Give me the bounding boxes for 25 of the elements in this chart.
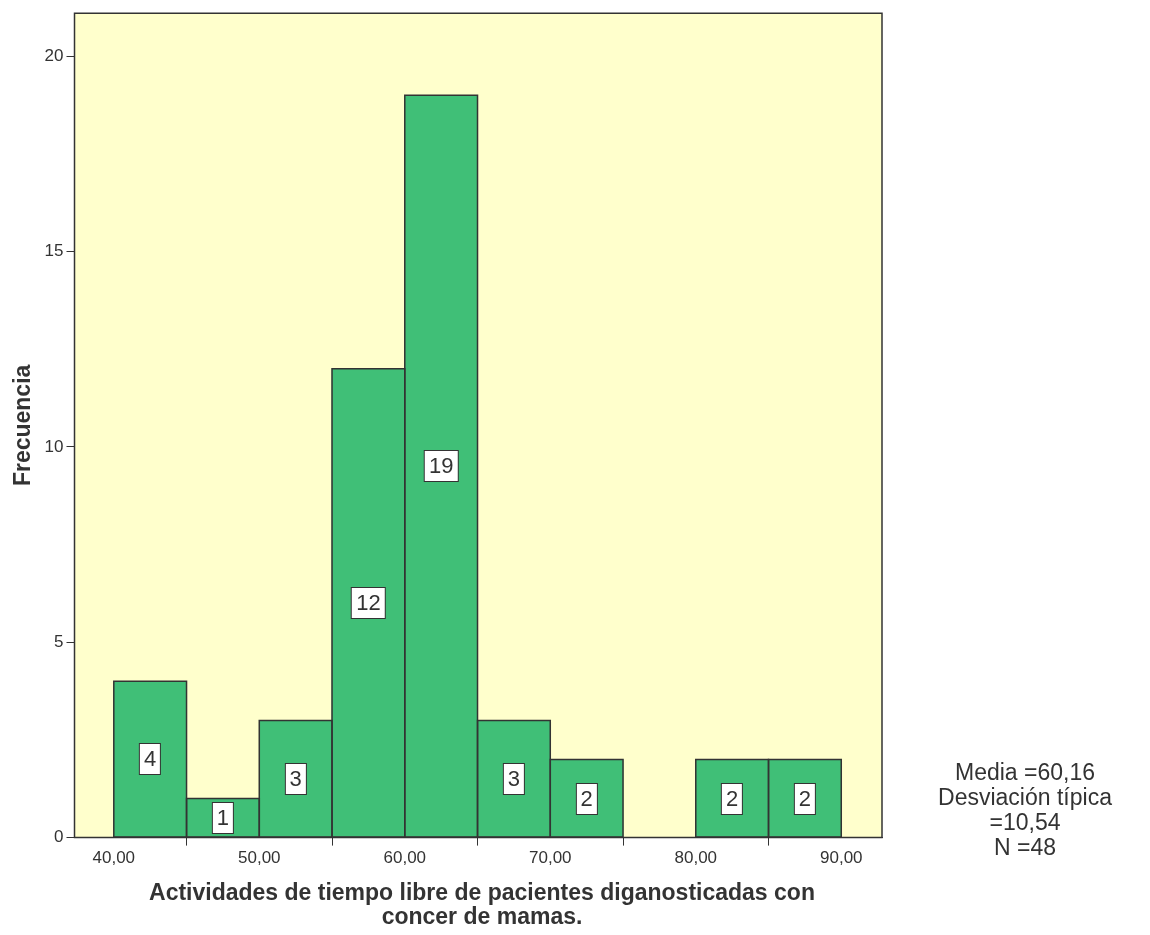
y-tick-label: 20 <box>44 45 64 65</box>
y-tick-label: 10 <box>44 436 64 456</box>
text: Desviación típica =10,54 <box>937 784 1113 835</box>
x-axis-title: Actividades de tiempo libre de pacientes diganosticadas con concer de mamas. <box>148 879 816 929</box>
data-label: 19 <box>424 451 458 482</box>
y-tick-label: 5 <box>54 631 64 651</box>
data-label: 3 <box>285 763 306 794</box>
data-label: 2 <box>794 783 815 814</box>
y-axis-title: Frecuencia <box>9 364 36 487</box>
x-tick-label: 40,00 <box>92 848 136 868</box>
data-label: 12 <box>352 588 385 619</box>
text: N =48 <box>993 834 1057 860</box>
data-label: 4 <box>140 744 161 775</box>
y-tick-label: 15 <box>44 241 64 261</box>
x-tick-label: 50,00 <box>238 848 281 868</box>
data-label: 2 <box>722 783 743 814</box>
data-label: 2 <box>576 783 597 814</box>
data-label: 3 <box>503 763 525 794</box>
data-label: 1 <box>212 803 234 834</box>
x-tick-label: 80,00 <box>674 848 718 868</box>
text: Media =60,16 <box>954 759 1096 785</box>
y-tick-label: 0 <box>54 827 64 847</box>
x-tick-label: 70,00 <box>529 848 572 868</box>
x-tick-label: 90,00 <box>819 848 863 868</box>
x-tick-label: 60,00 <box>383 848 427 868</box>
